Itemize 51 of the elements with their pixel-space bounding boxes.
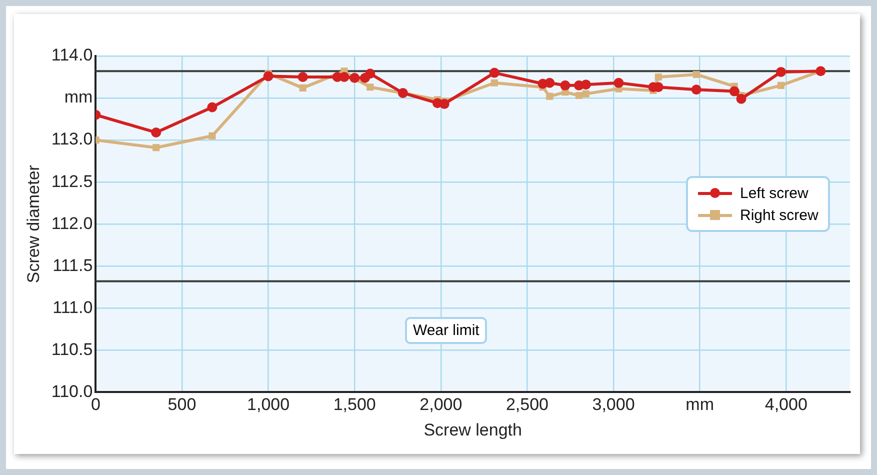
point <box>546 92 554 100</box>
y-tick-label: 114.0 <box>51 46 93 65</box>
point <box>736 94 746 104</box>
y-tick-label: 111.0 <box>52 298 93 317</box>
y-tick-label: mm <box>64 88 93 107</box>
x-tick-label: 0 <box>90 395 100 414</box>
point <box>489 68 500 78</box>
point <box>152 144 160 152</box>
point <box>339 72 350 82</box>
y-tick-label: 112.5 <box>51 172 93 191</box>
x-tick-label: 2,000 <box>420 395 462 414</box>
point <box>691 84 702 95</box>
point <box>654 73 662 81</box>
legend-label: Right screw <box>740 206 818 224</box>
point <box>365 68 376 79</box>
point <box>776 66 786 77</box>
point <box>729 86 740 96</box>
x-tick-label: 3,000 <box>592 395 635 414</box>
point <box>299 84 306 92</box>
point <box>263 71 274 82</box>
x-tick-label: 1,000 <box>247 395 290 414</box>
y-tick-label: 110.5 <box>51 340 93 359</box>
point <box>582 90 590 98</box>
point <box>560 80 570 90</box>
x-tick-label: 1,500 <box>333 395 376 414</box>
point <box>207 102 218 112</box>
x-tick-label: 500 <box>168 395 196 414</box>
point <box>692 70 700 78</box>
point <box>580 80 591 90</box>
point <box>439 98 450 109</box>
x-tick-label: 2,500 <box>506 395 548 414</box>
x-axis-title: Screw length <box>424 420 522 440</box>
y-tick-label: 111.5 <box>52 256 93 275</box>
y-axis-title: Screw diameter <box>24 164 43 284</box>
point <box>350 72 360 83</box>
point <box>575 92 583 100</box>
ref-line-label: Wear limit <box>404 317 488 344</box>
point <box>298 72 308 82</box>
y-tick-label: 110.0 <box>51 382 93 401</box>
y-tick-label: 113.0 <box>51 130 93 149</box>
point <box>777 82 784 89</box>
point <box>490 79 498 86</box>
x-tick-label: mm <box>686 395 714 414</box>
point <box>614 78 624 88</box>
point <box>151 127 162 138</box>
point <box>544 78 555 88</box>
point <box>366 84 374 91</box>
x-tick-label: 4,000 <box>764 395 808 414</box>
y-tick-label: 112.0 <box>51 214 93 233</box>
point <box>208 132 216 140</box>
legend-label: Left screw <box>740 184 808 202</box>
